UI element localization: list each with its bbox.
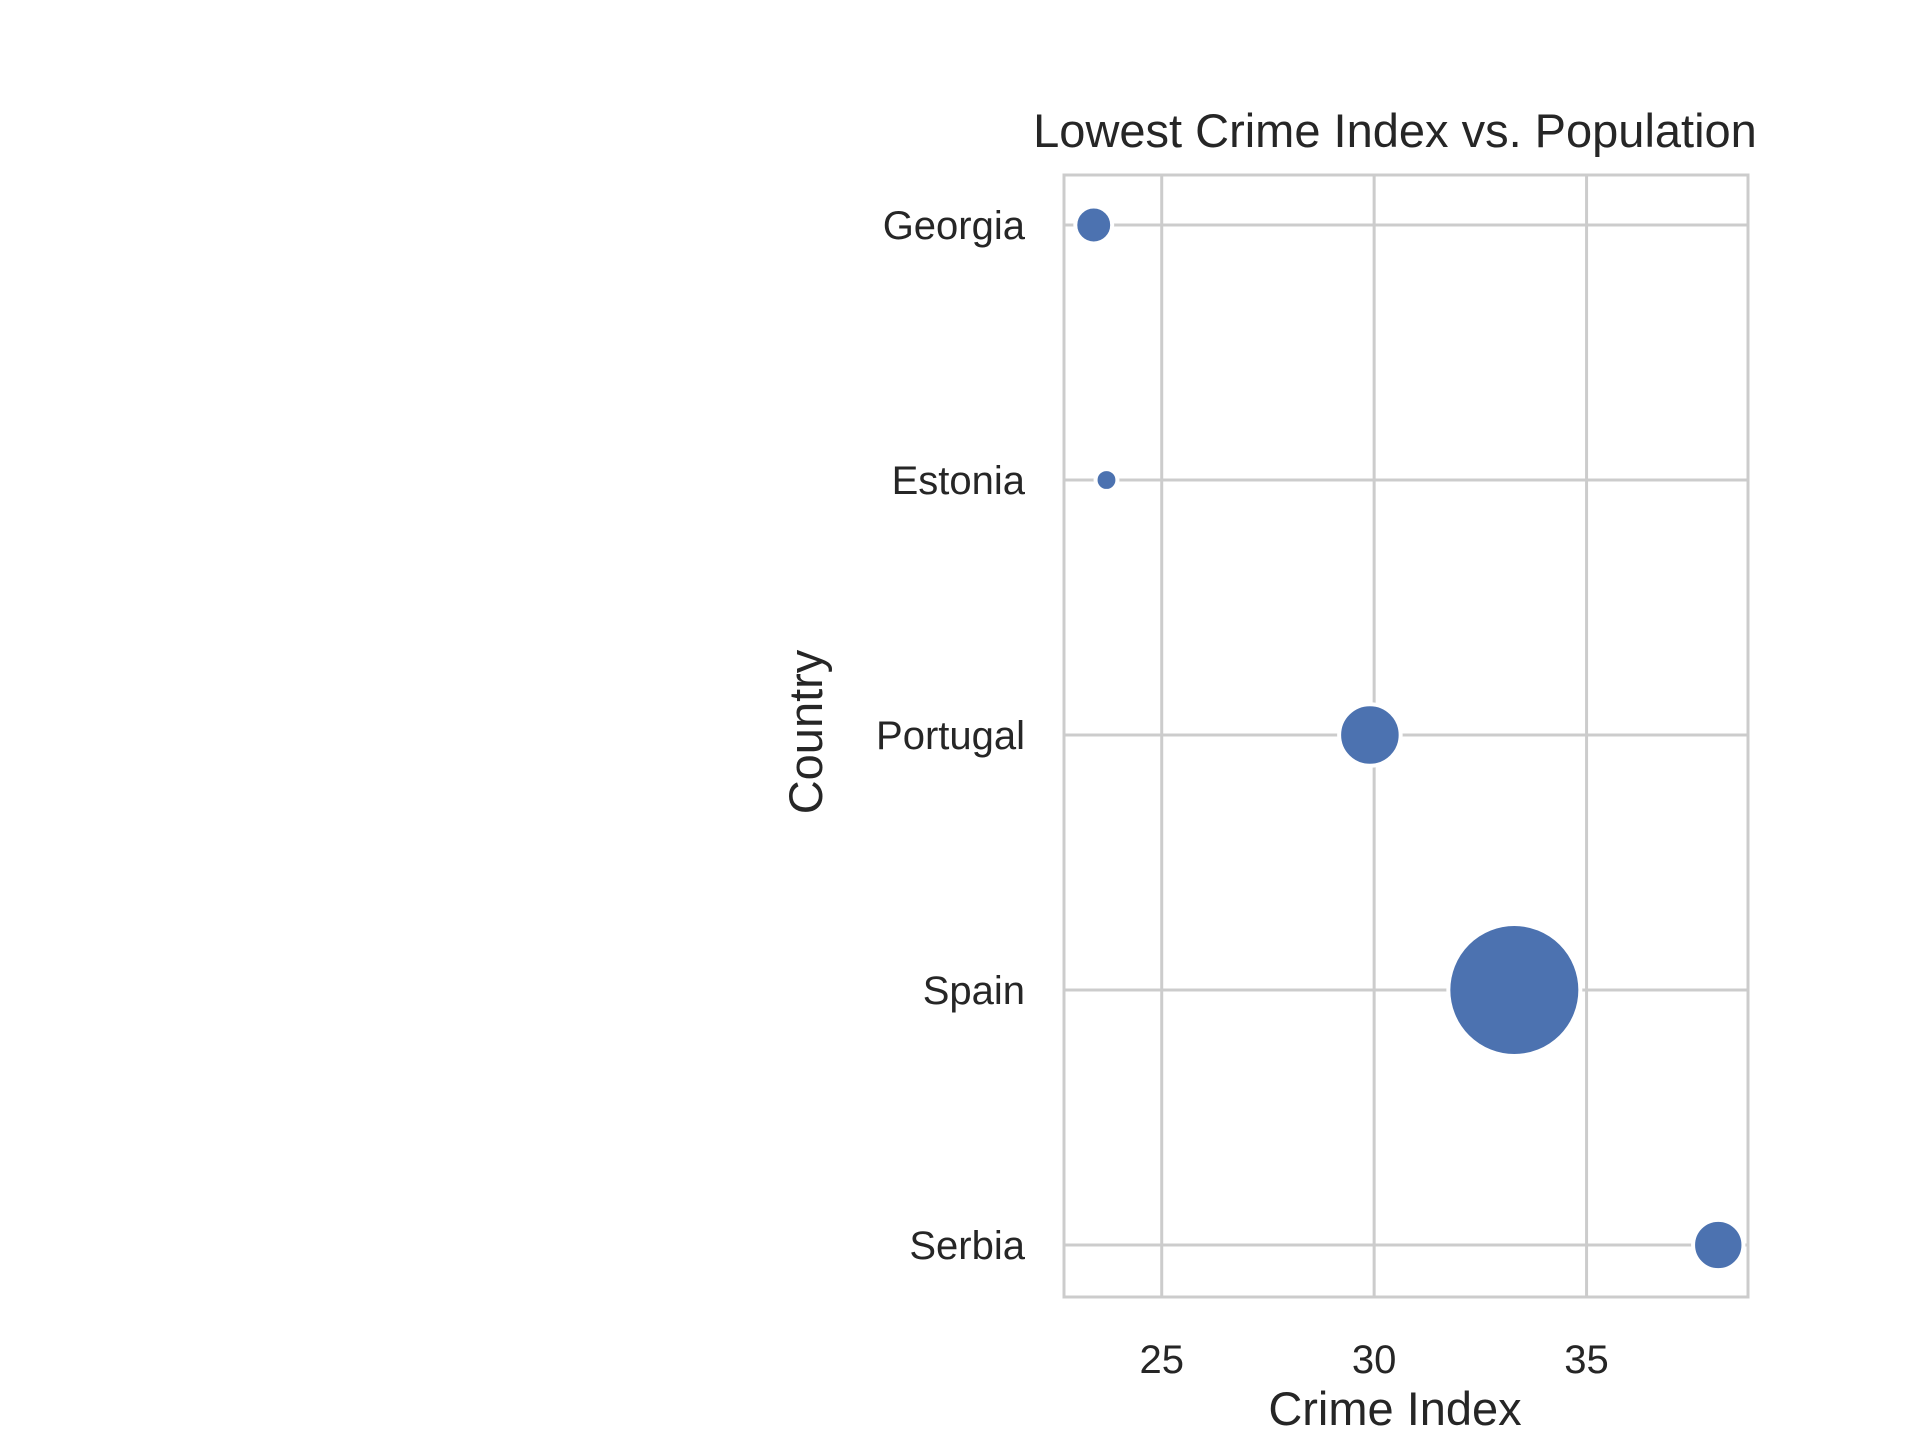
y-tick-label: Georgia: [883, 204, 1026, 248]
bubble-estonia: [1093, 467, 1120, 493]
y-tick-label: Serbia: [909, 1224, 1025, 1268]
plot-frame: [1062, 173, 1750, 1299]
y-tick-label: Portugal: [876, 714, 1025, 758]
bubble-serbia: [1691, 1217, 1746, 1273]
bubble-georgia: [1073, 204, 1115, 246]
bubble-spain: [1446, 922, 1583, 1058]
grid-lines: [1064, 175, 1748, 1297]
tick-labels: 25 30 35 Georgia Estonia Portugal Spain Serbia: [876, 204, 1609, 1382]
x-tick-label: 25: [1139, 1338, 1184, 1382]
y-axis-label: Country: [779, 649, 832, 814]
data-markers: [1073, 204, 1746, 1273]
y-tick-label: Spain: [923, 969, 1025, 1013]
x-tick-label: 30: [1352, 1338, 1397, 1382]
y-tick-label: Estonia: [892, 459, 1026, 503]
bubble-portugal: [1337, 702, 1403, 768]
chart-title: Lowest Crime Index vs. Population: [1033, 104, 1757, 157]
x-axis-label: Crime Index: [1268, 1382, 1521, 1435]
x-tick-label: 35: [1564, 1338, 1609, 1382]
